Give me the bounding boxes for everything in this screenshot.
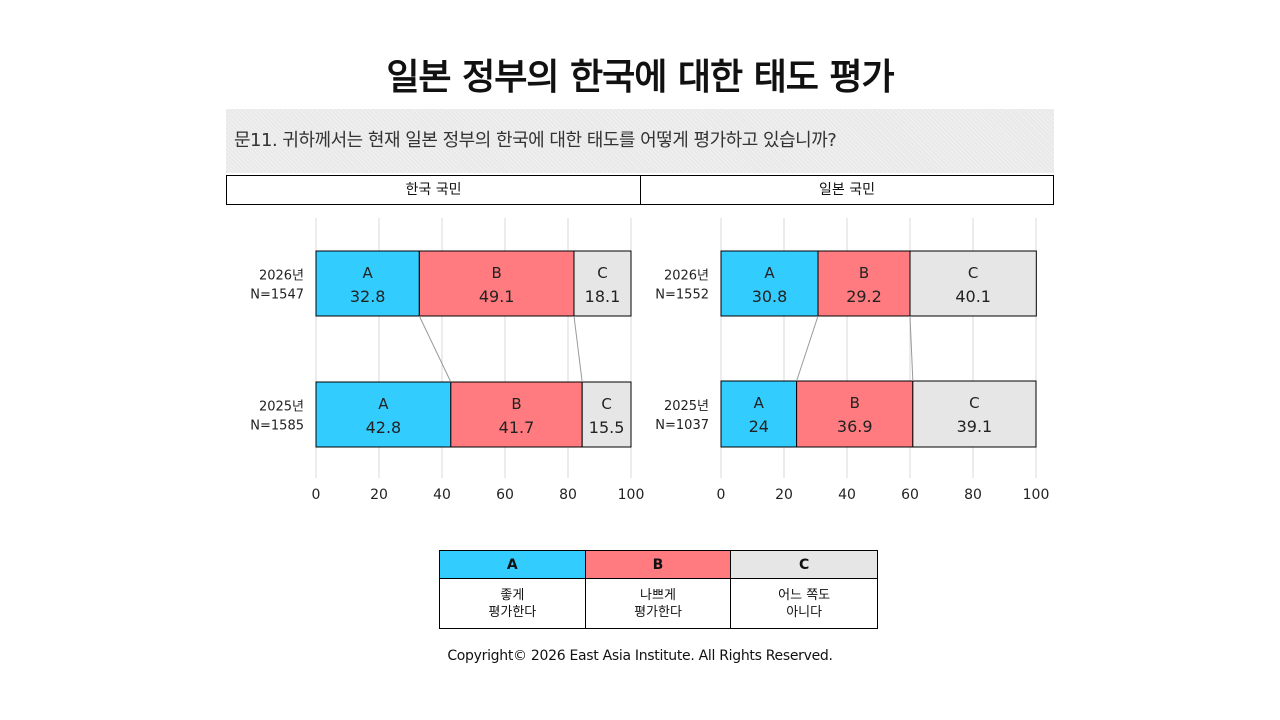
x-tick-label: 100	[1023, 487, 1050, 503]
legend-desc-b: 나쁘게 평가한다	[586, 579, 732, 628]
segment-series-label: B	[492, 264, 502, 282]
category-label-year: 2025년	[259, 400, 304, 415]
segment-series-label: C	[968, 264, 978, 282]
x-tick-label: 100	[618, 487, 645, 503]
bar-segment-a	[720, 380, 798, 448]
segment-series-label: A	[754, 394, 765, 412]
bar-segment-c	[909, 250, 1037, 317]
x-tick-label: 60	[496, 487, 514, 503]
question-text: 문11. 귀하께서는 현재 일본 정부의 한국에 대한 태도를 어떻게 평가하고…	[226, 109, 1054, 173]
segment-series-label: C	[597, 264, 607, 282]
category-label-year: 2026년	[259, 269, 304, 284]
chart-panel-1: 0 20 40 60 80 100 2026년 N=1547 A 32.8 B 49.1 C 18.1 20…	[250, 218, 644, 503]
bar-segment-c	[573, 250, 632, 317]
segment-value-label: 40.1	[955, 287, 991, 306]
x-tick-label: 60	[901, 487, 919, 503]
segment-value-label: 42.8	[366, 418, 402, 437]
segment-value-label: 39.1	[957, 417, 993, 436]
category-label-n: N=1037	[655, 418, 709, 433]
legend-swatch-a: A	[440, 551, 586, 579]
segment-value-label: 24	[749, 417, 769, 436]
page-title: 일본 정부의 한국에 대한 태도 평가	[386, 57, 894, 98]
x-tick-label: 80	[559, 487, 577, 503]
legend-desc-c: 어느 쪽도 아니다	[778, 587, 831, 620]
segment-value-label: 36.9	[837, 417, 873, 436]
segment-value-label: 30.8	[752, 287, 788, 306]
x-tick-label: 40	[838, 487, 856, 503]
group-header-japan: 일본 국민	[640, 175, 1054, 205]
segment-value-label: 15.5	[589, 418, 625, 437]
bar-segment-c	[912, 380, 1037, 448]
segment-series-label: A	[363, 264, 374, 282]
connector-line	[418, 315, 452, 383]
connector-line	[909, 315, 914, 382]
x-tick-label: 80	[964, 487, 982, 503]
legend-desc-a: 좋게 평가한다	[440, 579, 586, 628]
segment-value-label: 18.1	[585, 287, 621, 306]
x-tick-label: 20	[370, 487, 388, 503]
segment-series-label: B	[859, 264, 869, 282]
segment-series-label: C	[969, 394, 979, 412]
chart-panel-2: 0 20 40 60 80 100 2026년 N=1552 A 30.8 B 29.2 C 40.1 20…	[655, 218, 1049, 503]
segment-series-label: A	[764, 264, 775, 282]
bar-segment-a	[315, 381, 452, 448]
segment-value-label: 49.1	[479, 287, 515, 306]
bar-segment-a	[720, 250, 819, 317]
copyright-text: Copyright© 2026 East Asia Institute. All…	[447, 648, 833, 664]
bar-segment-b	[796, 380, 914, 448]
segment-value-label: 32.8	[350, 287, 386, 306]
segment-series-label: C	[601, 395, 611, 413]
legend: A B C 좋게 평가한다 나쁘게 평가한다 어느 쪽도 아니다	[439, 550, 878, 629]
segment-value-label: 41.7	[499, 418, 535, 437]
category-label-year: 2026년	[664, 269, 709, 284]
category-label-n: N=1547	[250, 288, 304, 303]
legend-swatch-c: C	[731, 551, 877, 579]
x-tick-label: 20	[775, 487, 793, 503]
x-tick-label: 0	[717, 487, 726, 503]
category-label-year: 2025년	[664, 399, 709, 414]
category-label-n: N=1585	[250, 419, 304, 434]
connector-line	[796, 315, 819, 382]
bar-segment-b	[418, 250, 575, 317]
x-tick-label: 40	[433, 487, 451, 503]
category-label-n: N=1552	[655, 288, 709, 303]
segment-value-label: 29.2	[846, 287, 882, 306]
bar-segment-b	[450, 381, 583, 448]
segment-series-label: B	[850, 394, 860, 412]
bar-segment-b	[817, 250, 911, 317]
x-tick-label: 0	[312, 487, 321, 503]
bar-segment-a	[315, 250, 420, 317]
segment-series-label: A	[378, 395, 389, 413]
bar-segment-c	[581, 381, 632, 448]
segment-series-label: B	[511, 395, 521, 413]
connector-line	[573, 315, 583, 383]
legend-swatch-b: B	[585, 551, 732, 579]
